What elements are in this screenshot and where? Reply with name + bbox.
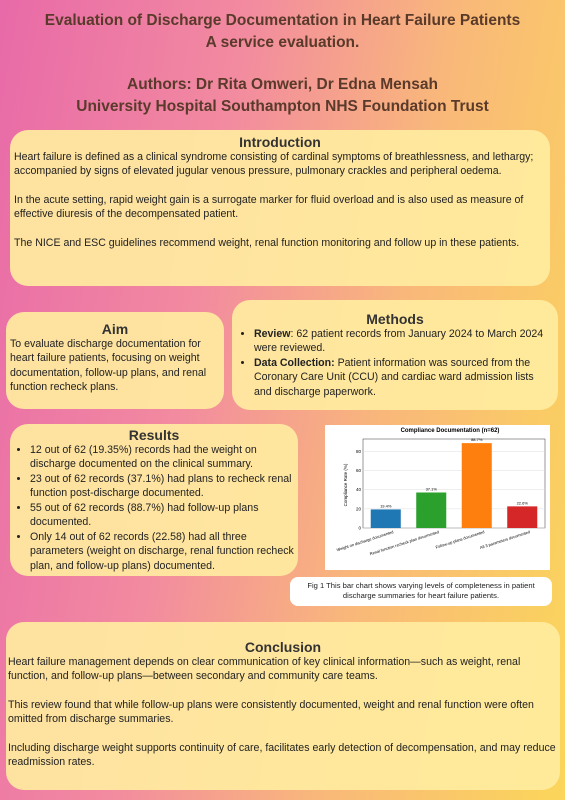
heading: Introduction [239, 134, 321, 150]
value-label: 37.1% [426, 486, 438, 491]
figure-caption: Fig 1 This bar chart shows varying level… [290, 577, 552, 606]
conclusion: Conclusion Heart failure management depe… [6, 622, 560, 790]
y-axis-label: Compliance Rate (%) [343, 463, 348, 506]
value-label: 88.7% [471, 437, 483, 442]
y-tick-label: 20 [356, 506, 362, 511]
paragraph: Including discharge weight supports cont… [8, 741, 556, 769]
subtitle: A service evaluation. [205, 34, 360, 51]
heading: Aim [101, 321, 129, 337]
list-item: Review: 62 patient records from January … [254, 327, 552, 356]
bar [370, 509, 401, 528]
affiliation: University Hospital Southampton NHS Foun… [76, 98, 489, 115]
label: Review [254, 327, 291, 340]
text: : 62 patient records from January 2024 t… [254, 327, 544, 355]
y-tick-label: 60 [356, 468, 362, 473]
list-item: Data Collection: Patient information was… [254, 356, 552, 400]
heading: Conclusion [244, 639, 322, 655]
paragraph: The NICE and ESC guidelines recommend we… [14, 236, 520, 249]
value-label: 19.4% [380, 503, 392, 508]
list-item: 12 out of 62 (19.35%) records had the we… [30, 443, 294, 472]
y-tick-label: 40 [356, 487, 362, 492]
list-item: 23 out of 62 records (37.1%) had plans t… [30, 472, 294, 501]
bar [416, 492, 447, 528]
paragraph: Heart failure management depends on clea… [8, 655, 521, 683]
y-tick-label: 80 [356, 449, 362, 454]
authors: Authors: Dr Rita Omweri, Dr Edna Mensah [127, 76, 438, 93]
results: Results 12 out of 62 (19.35%) records ha… [10, 424, 298, 576]
bar [461, 443, 492, 528]
value-label: 22.6% [517, 500, 529, 505]
heading: Results [128, 427, 180, 443]
list-item: Only 14 out of 62 records (22.58) had al… [30, 530, 294, 574]
title: Evaluation of Discharge Documentation in… [44, 12, 521, 29]
paragraph: In the acute setting, rapid weight gain … [14, 193, 524, 221]
x-tick-label: All 3 parameters documented [479, 529, 530, 550]
bar [507, 506, 538, 528]
text: To evaluate discharge documentation for … [10, 337, 207, 394]
y-tick-label: 0 [358, 526, 361, 531]
text: Patient information was sourced from the… [254, 356, 534, 398]
paragraph: This review found that while follow-up p… [8, 698, 534, 726]
x-tick-label: Follow-up plans documented [435, 529, 485, 550]
paragraph: Heart failure is defined as a clinical s… [14, 150, 534, 178]
chart: Compliance Documentation (n=62) Complian… [325, 425, 550, 570]
label: Data Collection: [254, 356, 335, 369]
aim: Aim To evaluate discharge documentation … [6, 312, 224, 409]
introduction: Introduction Heart failure is defined as… [10, 130, 550, 286]
heading: Methods [366, 311, 424, 327]
methods: Methods Review: 62 patient records from … [232, 300, 558, 410]
chart-title: Compliance Documentation (n=62) [401, 428, 500, 434]
list-item: 55 out of 62 records (88.7%) had follow-… [30, 501, 294, 530]
